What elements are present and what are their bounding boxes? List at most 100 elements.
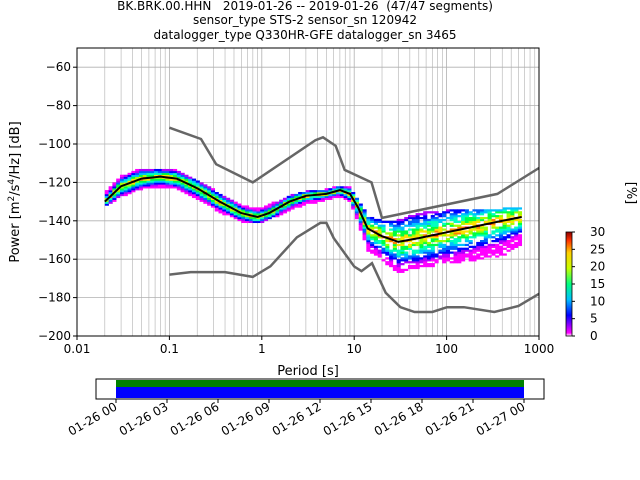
- psd-cell: [210, 197, 216, 200]
- psd-cell: [290, 197, 295, 200]
- psd-cell: [506, 211, 511, 214]
- psd-cell: [472, 222, 477, 225]
- psd-cell: [112, 197, 117, 200]
- psd-cell: [404, 232, 409, 235]
- psd-cell: [184, 190, 189, 193]
- psd-cell: [135, 180, 140, 183]
- psd-cell: [510, 211, 515, 214]
- psd-cell: [313, 192, 318, 195]
- psd-cell: [157, 176, 162, 179]
- psd-cell: [260, 209, 265, 212]
- psd-cell: [154, 186, 159, 189]
- psd-cell: [351, 193, 356, 197]
- psd-cell: [400, 257, 405, 260]
- psd-cell: [487, 236, 492, 239]
- psd-cell: [449, 247, 454, 250]
- psd-cell: [419, 230, 424, 233]
- psd-cell: [169, 174, 174, 177]
- colorbar-ticks: 0 5 10 15 20 25 30: [572, 225, 605, 343]
- psd-cell: [411, 264, 416, 268]
- chart-title-line-2: sensor_type STS-2 sensor_sn 120942: [193, 13, 417, 27]
- psd-cell: [135, 186, 140, 189]
- psd-cell: [237, 209, 242, 212]
- psd-cell: [480, 251, 485, 254]
- psd-cell: [411, 236, 416, 239]
- psd-cell: [445, 259, 451, 262]
- psd-cell: [491, 243, 496, 247]
- psd-cell: [317, 192, 322, 195]
- psd-cell: [366, 245, 371, 248]
- psd-cell: [191, 195, 197, 199]
- psd-cell: [108, 190, 113, 193]
- psd-cell: [419, 222, 424, 225]
- psd-cell: [313, 195, 318, 199]
- psd-cell: [517, 226, 523, 229]
- psd-cell: [210, 201, 216, 204]
- psd-cell: [229, 205, 234, 208]
- psd-cell: [389, 222, 394, 225]
- psd-cell: [180, 182, 185, 185]
- psd-cell: [381, 240, 386, 243]
- psd-cell: [461, 216, 466, 220]
- psd-cell: [354, 211, 360, 214]
- psd-cell: [468, 216, 473, 220]
- psd-cell: [426, 220, 432, 224]
- psd-cell: [237, 203, 242, 206]
- psd-cell: [517, 222, 523, 225]
- psd-cell: [502, 238, 507, 241]
- psd-cell: [472, 220, 477, 224]
- psd-cell: [233, 203, 238, 206]
- psd-cell: [180, 172, 185, 176]
- psd-cell: [498, 238, 504, 241]
- psd-cell: [195, 195, 200, 199]
- psd-cell: [464, 215, 469, 218]
- psd-cell: [396, 263, 401, 266]
- psd-cell: [146, 174, 151, 177]
- psd-cell: [199, 195, 204, 199]
- psd-cell: [491, 215, 496, 218]
- psd-cell: [468, 240, 473, 243]
- psd-cell: [282, 211, 288, 214]
- psd-cell: [461, 253, 466, 256]
- psd-cell: [218, 209, 223, 212]
- psd-cell: [336, 192, 341, 195]
- psd-cell: [483, 253, 488, 256]
- psd-cell: [392, 230, 397, 233]
- psd-cell: [108, 188, 113, 191]
- psd-cell: [370, 245, 375, 248]
- psd-cell: [480, 247, 485, 250]
- y-tick-label: −180: [38, 291, 71, 305]
- psd-cell: [514, 245, 519, 248]
- psd-cell: [453, 245, 458, 248]
- psd-cell: [495, 247, 500, 250]
- psd-cell: [434, 213, 439, 216]
- psd-cell: [199, 186, 204, 189]
- psd-cell: [457, 240, 462, 243]
- psd-cell: [199, 192, 204, 195]
- psd-cell: [184, 184, 189, 187]
- psd-cell: [468, 218, 473, 222]
- psd-cell: [389, 232, 394, 235]
- psd-cell: [472, 236, 477, 239]
- psd-cell: [445, 240, 451, 243]
- colorbar-tick-label: 20: [590, 260, 605, 274]
- psd-cell: [411, 259, 416, 262]
- psd-cell: [472, 247, 477, 250]
- psd-cell: [385, 220, 390, 224]
- psd-cell: [324, 195, 329, 199]
- y-tick-label: −120: [38, 175, 71, 189]
- psd-cell: [366, 234, 371, 237]
- psd-cell: [222, 209, 227, 212]
- psd-cell: [396, 251, 401, 254]
- psd-cell: [260, 213, 265, 216]
- psd-cell: [233, 207, 238, 210]
- psd-cell: [138, 172, 144, 176]
- psd-cell: [112, 195, 117, 199]
- psd-cell: [392, 245, 397, 248]
- psd-cell: [506, 215, 511, 218]
- psd-cell: [411, 222, 416, 225]
- psd-cell: [415, 255, 420, 258]
- psd-cell: [252, 209, 257, 212]
- psd-cell: [389, 240, 394, 243]
- psd-cell: [442, 224, 447, 227]
